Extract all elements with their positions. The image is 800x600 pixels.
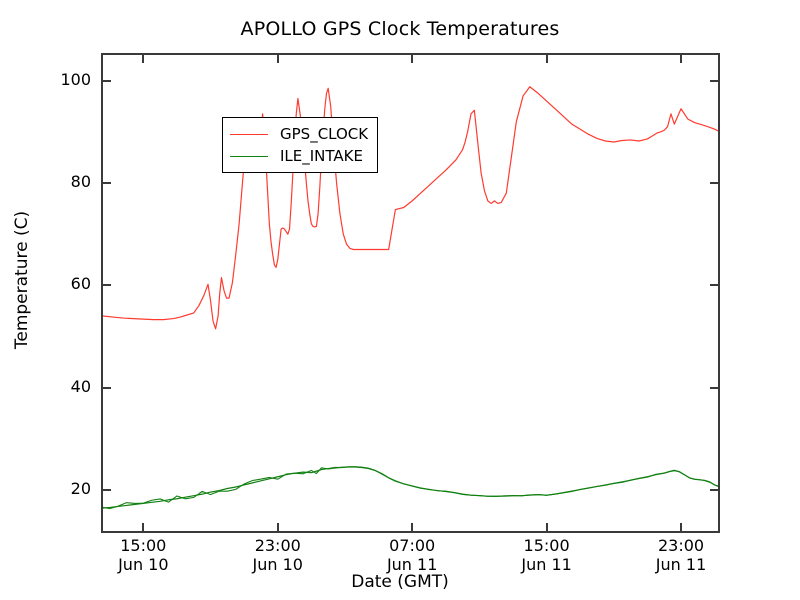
x-tick-label-time: 23:00 bbox=[254, 536, 301, 555]
x-tick-label-date: Jun 11 bbox=[521, 554, 572, 574]
x-tick-label-date: Jun 11 bbox=[386, 554, 438, 574]
y-tick-mark bbox=[103, 79, 111, 82]
page-title: APOLLO GPS Clock Temperatures bbox=[240, 18, 560, 40]
y-tick-mark bbox=[103, 386, 111, 389]
x-tick-label-time: 07:00 bbox=[389, 536, 436, 555]
x-tick-mark bbox=[545, 523, 548, 531]
x-tick-label: 23:00 Jun 10 bbox=[218, 536, 338, 574]
x-tick-mark-top bbox=[680, 55, 683, 63]
x-tick-label-time: 15:00 bbox=[523, 536, 570, 555]
legend-swatch-gps-clock bbox=[230, 133, 268, 135]
y-tick-mark bbox=[103, 489, 111, 492]
x-tick-label: 15:00 Jun 11 bbox=[487, 536, 607, 574]
x-tick-label: 07:00 Jun 11 bbox=[352, 536, 472, 574]
x-tick-mark bbox=[142, 523, 145, 531]
y-axis-label: Temperature (C) bbox=[12, 210, 32, 350]
x-tick-mark-top bbox=[142, 55, 145, 63]
legend: GPS_CLOCK ILE_INTAKE bbox=[222, 117, 379, 173]
y-tick-mark-right bbox=[710, 181, 718, 184]
x-tick-label: 23:00 Jun 11 bbox=[621, 536, 741, 574]
x-tick-mark bbox=[276, 523, 279, 531]
plot-area: GPS_CLOCK ILE_INTAKE bbox=[101, 53, 720, 533]
legend-entry-ile-intake: ILE_INTAKE bbox=[230, 145, 368, 167]
x-tick-label-time: 23:00 bbox=[657, 536, 705, 555]
legend-entry-gps-clock: GPS_CLOCK bbox=[230, 123, 368, 145]
x-tick-label-time: 15:00 bbox=[120, 536, 167, 555]
series-line-gps-clock bbox=[103, 86, 718, 330]
y-tick-mark-right bbox=[710, 79, 718, 82]
x-tick-mark bbox=[680, 523, 683, 531]
x-tick-label-date: Jun 10 bbox=[252, 554, 303, 574]
series-line-ile-intake bbox=[103, 466, 718, 509]
legend-swatch-ile-intake bbox=[230, 155, 268, 157]
y-tick-label: 60 bbox=[70, 274, 91, 294]
y-tick-label: 40 bbox=[70, 376, 91, 396]
legend-label-ile-intake: ILE_INTAKE bbox=[280, 147, 363, 165]
y-tick-label: 100 bbox=[60, 69, 91, 89]
y-tick-label: 20 bbox=[70, 479, 91, 499]
x-tick-label: 15:00 Jun 10 bbox=[83, 536, 203, 574]
x-axis-label: Date (GMT) bbox=[351, 572, 449, 592]
x-tick-mark bbox=[411, 523, 414, 531]
series-noise-ile-intake bbox=[103, 466, 718, 510]
x-tick-mark-top bbox=[276, 55, 279, 63]
plot-canvas bbox=[103, 86, 718, 510]
legend-label-gps-clock: GPS_CLOCK bbox=[280, 125, 369, 143]
x-tick-mark-top bbox=[411, 55, 414, 63]
x-tick-label-date: Jun 10 bbox=[118, 554, 169, 574]
y-tick-mark-right bbox=[710, 284, 718, 287]
x-tick-mark-top bbox=[545, 55, 548, 63]
y-tick-mark-right bbox=[710, 489, 718, 492]
y-tick-mark-right bbox=[710, 386, 718, 389]
y-tick-mark bbox=[103, 181, 111, 184]
y-tick-mark bbox=[103, 284, 111, 287]
y-tick-label: 80 bbox=[70, 171, 91, 191]
x-tick-label-date: Jun 11 bbox=[655, 554, 707, 574]
